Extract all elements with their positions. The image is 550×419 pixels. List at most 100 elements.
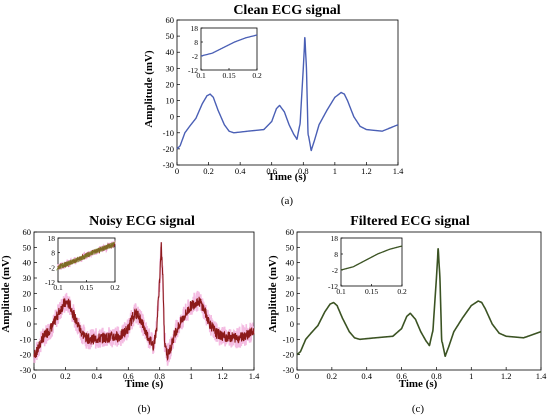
y-tick-label: -12	[328, 282, 338, 291]
x-tick-label: 0.2	[60, 371, 71, 381]
y-tick-label: -12	[45, 278, 55, 287]
inset-noise-stroke	[80, 254, 84, 262]
panel-clean: Clean ECG signal Amplitude (mV) Time (s)…	[143, 3, 404, 207]
inset-noise-stroke	[88, 250, 92, 257]
inset-noise-stroke	[90, 249, 94, 256]
panel-label: (b)	[138, 403, 151, 415]
y-tick-label: -2	[49, 263, 55, 272]
inset-line	[200, 34, 258, 57]
x-tick-label: 0.15	[80, 283, 93, 292]
y-tick-label: -30	[163, 160, 174, 170]
chart-title: Filtered ECG signal	[350, 214, 470, 229]
x-tick-label: 0.2	[110, 283, 120, 292]
plot-frame	[200, 27, 258, 71]
x-tick-label: 0	[32, 371, 36, 381]
plot-frame	[57, 237, 116, 283]
inset-noise-stroke	[75, 256, 80, 263]
x-tick-label: 0.15	[222, 71, 235, 80]
y-tick-label: -20	[163, 144, 174, 154]
x-tick-label: 1	[189, 371, 193, 381]
x-axis-label: Time (s)	[268, 171, 307, 183]
inset-noise-stroke	[105, 243, 109, 251]
inset-noise-stroke	[97, 246, 101, 254]
inset-noise-stroke	[96, 247, 100, 254]
inset-noise-stroke	[77, 255, 82, 263]
y-tick-label: 20	[166, 79, 175, 89]
inset-noise-stroke	[67, 259, 72, 267]
inset-noise-stroke	[73, 257, 77, 264]
inset-noise-stroke	[64, 261, 68, 268]
inset-noise-stroke	[87, 251, 91, 258]
inset-noise-stroke	[92, 248, 97, 255]
chart-title: Noisy ECG signal	[89, 214, 195, 229]
inset-noise-stroke	[59, 262, 64, 270]
x-tick-label: 0.2	[252, 71, 262, 80]
x-tick-label: 0.8	[298, 166, 309, 176]
y-tick-label: 50	[286, 242, 295, 252]
x-tick-label: 1.2	[361, 166, 372, 176]
inset-noise-stroke	[99, 246, 104, 253]
x-tick-label: 1.2	[501, 371, 512, 381]
inset-noise-stroke	[89, 250, 93, 257]
y-tick-label: -12	[188, 66, 198, 75]
inset-noise-stroke	[94, 247, 99, 255]
y-tick-label: 8	[194, 38, 198, 47]
inset-line	[340, 245, 403, 271]
inset-noise-stroke	[82, 253, 86, 260]
y-tick-label: 30	[166, 63, 175, 73]
inset-noise-stroke	[106, 243, 110, 250]
inset-noise-stroke	[68, 259, 73, 266]
panel-label: (c)	[412, 403, 425, 415]
series-line-noisy	[33, 242, 255, 362]
y-tick-label: 30	[286, 273, 295, 283]
x-tick-label: 1.4	[393, 166, 404, 176]
x-tick-label: 0.2	[397, 287, 407, 296]
inset-noise-stroke	[109, 242, 114, 249]
inset-noise-stroke	[81, 254, 85, 261]
inset-noise-stroke	[57, 263, 61, 271]
y-tick-label: -10	[283, 334, 294, 344]
inset-noise-stroke	[93, 248, 98, 255]
inset-noise-stroke	[76, 256, 81, 263]
y-tick-label: 18	[191, 24, 199, 33]
inset-noise-stroke	[74, 257, 79, 264]
y-axis-label: Amplitude (mV)	[0, 255, 12, 333]
inset-noise-stroke	[69, 258, 74, 266]
y-tick-label: 20	[286, 288, 295, 298]
inset-noise-stroke	[56, 264, 60, 271]
inset-noise-stroke	[60, 262, 65, 269]
inset-noise-stroke	[104, 244, 108, 251]
plot-frame	[296, 231, 542, 371]
panel-noisy: Noisy ECG signal Amplitude (mV) Time (s)…	[0, 214, 260, 415]
inset-noise-stroke	[63, 261, 67, 268]
inset-noise-stroke	[83, 253, 88, 260]
y-tick-label: 10	[166, 96, 175, 106]
inset-zoom: 0.1 0.15 0.2 -12 -2 8 18	[328, 234, 407, 296]
y-tick-label: -20	[283, 350, 294, 360]
y-tick-label: -2	[192, 52, 198, 61]
y-tick-label: 8	[51, 249, 55, 258]
x-tick-label: 1.2	[217, 371, 228, 381]
inset-zoom: 0.1 0.15 0.2 -12 -2 8 18	[188, 24, 262, 80]
inset-noise-stroke	[98, 246, 102, 253]
x-tick-label: 0.2	[327, 371, 338, 381]
inset-noise-stroke	[112, 241, 116, 248]
x-tick-label: 0.1	[336, 287, 346, 296]
series-line-filtered	[296, 248, 542, 358]
y-axis-label: Amplitude (mV)	[267, 255, 279, 333]
x-tick-label: 0.4	[235, 166, 246, 176]
y-tick-label: -20	[20, 350, 31, 360]
x-tick-label: 0.15	[365, 287, 378, 296]
y-tick-label: 30	[23, 273, 32, 283]
inset-noise-stroke	[85, 251, 90, 259]
inset-noise-stroke	[61, 261, 66, 269]
x-tick-label: 0.1	[196, 71, 206, 80]
x-tick-label: 1	[333, 166, 337, 176]
x-tick-label: 1.4	[536, 371, 547, 381]
y-axis-label: Amplitude (mV)	[143, 50, 155, 128]
y-tick-label: 40	[166, 47, 175, 57]
y-tick-label: 18	[48, 234, 56, 243]
inset-noise-stroke	[71, 258, 75, 265]
inset-noise-stroke	[101, 245, 106, 252]
y-tick-label: 0	[170, 112, 174, 122]
